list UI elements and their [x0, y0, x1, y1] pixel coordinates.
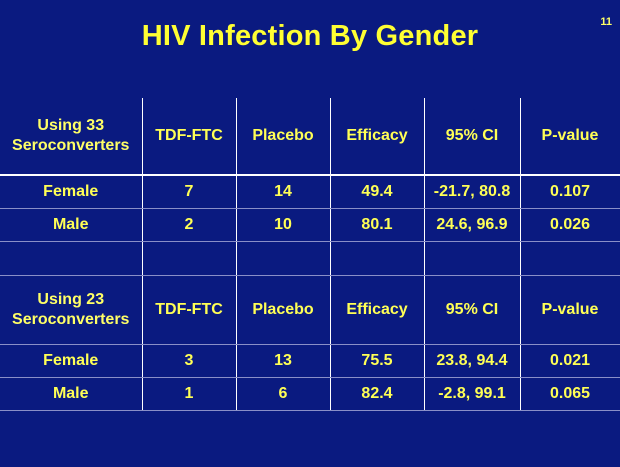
row-label: Female	[0, 344, 143, 378]
row-label: Male	[0, 208, 143, 242]
group-label-line1: Using 33	[37, 117, 105, 134]
slide-title: HIV Infection By Gender	[141, 20, 479, 52]
group-label-line2: Seroconverters	[12, 137, 130, 154]
column-header-ci: 95% CI	[423, 98, 521, 176]
row-label: Female	[0, 174, 143, 209]
table-row: Male 1 6 82.4 -2.8, 99.1 0.065	[0, 377, 620, 411]
column-header-placebo: Placebo	[235, 98, 331, 176]
cell-tdf-ftc: 2	[141, 208, 237, 242]
cell-efficacy: 49.4	[329, 174, 425, 209]
column-header-tdf-ftc: TDF-FTC	[141, 275, 237, 345]
column-header-ci: 95% CI	[423, 275, 521, 345]
group-label-line1: Using 23	[37, 291, 105, 308]
column-header-p-value: P-value	[519, 275, 620, 345]
cell-tdf-ftc: 1	[141, 377, 237, 411]
slide-number: 11	[600, 16, 612, 28]
empty-cell	[141, 241, 237, 276]
group-label: Using 33 Seroconverters	[0, 98, 143, 176]
gender-results-table: Using 33 Seroconverters TDF-FTC Placebo …	[0, 98, 620, 411]
empty-cell	[235, 241, 331, 276]
column-header-p-value: P-value	[519, 98, 620, 176]
group-label: Using 23 Seroconverters	[0, 275, 143, 345]
table-header-row: Using 23 Seroconverters TDF-FTC Placebo …	[0, 275, 620, 345]
empty-cell	[329, 241, 425, 276]
column-header-efficacy: Efficacy	[329, 275, 425, 345]
cell-ci: -2.8, 99.1	[423, 377, 521, 411]
cell-efficacy: 75.5	[329, 344, 425, 378]
cell-placebo: 13	[235, 344, 331, 378]
table-row: Male 2 10 80.1 24.6, 96.9 0.026	[0, 208, 620, 242]
cell-tdf-ftc: 7	[141, 174, 237, 209]
cell-ci: -21.7, 80.8	[423, 174, 521, 209]
cell-ci: 24.6, 96.9	[423, 208, 521, 242]
column-header-efficacy: Efficacy	[329, 98, 425, 176]
cell-p-value: 0.065	[519, 377, 620, 411]
column-header-placebo: Placebo	[235, 275, 331, 345]
empty-cell	[519, 241, 620, 276]
cell-placebo: 10	[235, 208, 331, 242]
empty-cell	[0, 241, 143, 276]
table-row: Female 7 14 49.4 -21.7, 80.8 0.107	[0, 174, 620, 209]
empty-cell	[423, 241, 521, 276]
cell-tdf-ftc: 3	[141, 344, 237, 378]
table-header-row: Using 33 Seroconverters TDF-FTC Placebo …	[0, 98, 620, 176]
column-header-tdf-ftc: TDF-FTC	[141, 98, 237, 176]
cell-placebo: 6	[235, 377, 331, 411]
cell-p-value: 0.107	[519, 174, 620, 209]
group-label-line2: Seroconverters	[12, 311, 130, 328]
cell-efficacy: 80.1	[329, 208, 425, 242]
table-row: Female 3 13 75.5 23.8, 94.4 0.021	[0, 344, 620, 378]
cell-p-value: 0.026	[519, 208, 620, 242]
cell-placebo: 14	[235, 174, 331, 209]
cell-efficacy: 82.4	[329, 377, 425, 411]
spacer-row	[0, 241, 620, 276]
cell-ci: 23.8, 94.4	[423, 344, 521, 378]
row-label: Male	[0, 377, 143, 411]
cell-p-value: 0.021	[519, 344, 620, 378]
